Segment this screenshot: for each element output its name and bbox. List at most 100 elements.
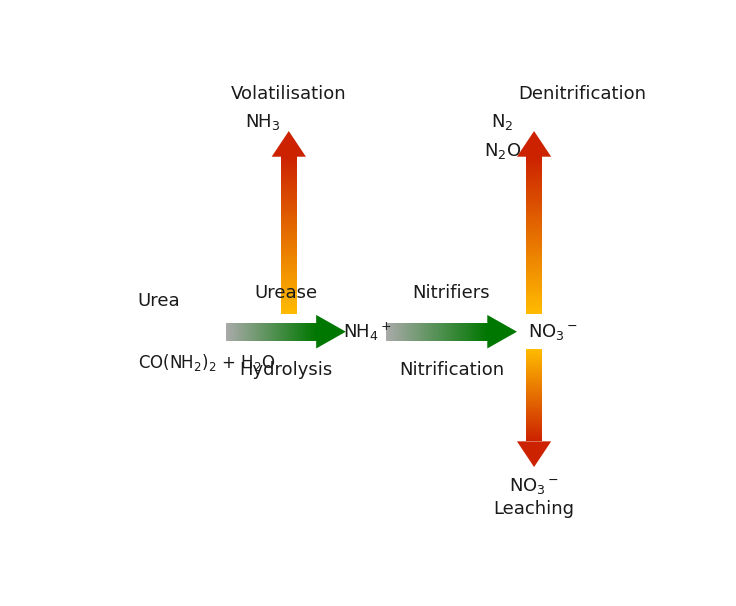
Bar [314, 323, 316, 341]
Bar [281, 251, 297, 252]
Bar [315, 323, 316, 341]
Bar [526, 398, 542, 399]
Bar [294, 323, 295, 341]
Bar [439, 323, 440, 341]
Bar [526, 213, 542, 215]
FancyArrow shape [517, 131, 551, 157]
Bar [313, 323, 314, 341]
Bar [479, 323, 481, 341]
Bar [281, 165, 297, 167]
Text: NO$_3$$^-$: NO$_3$$^-$ [509, 476, 559, 496]
Bar [295, 323, 297, 341]
Text: Urease: Urease [255, 284, 317, 302]
Bar [526, 234, 542, 235]
Bar [281, 227, 297, 229]
Bar [306, 323, 307, 341]
Bar [461, 323, 462, 341]
Bar [526, 241, 542, 242]
Bar [526, 267, 542, 269]
Bar [526, 404, 542, 405]
Bar [272, 323, 274, 341]
Bar [526, 216, 542, 218]
Bar [526, 237, 542, 239]
Bar [526, 298, 542, 299]
Bar [526, 388, 542, 389]
Bar [281, 239, 297, 241]
Bar [289, 323, 290, 341]
Bar [281, 172, 297, 173]
Bar [239, 323, 241, 341]
Bar [301, 323, 302, 341]
Bar [526, 412, 542, 413]
Bar [387, 323, 389, 341]
Bar [242, 323, 244, 341]
Bar [526, 256, 542, 258]
Bar [281, 191, 297, 192]
Bar [274, 323, 275, 341]
Bar [526, 273, 542, 274]
Bar [526, 245, 542, 247]
Bar [526, 231, 542, 232]
Bar [252, 323, 254, 341]
Bar [526, 409, 542, 410]
Bar [266, 323, 267, 341]
Bar [526, 384, 542, 385]
Bar [397, 323, 398, 341]
Bar [526, 381, 542, 382]
Bar [526, 438, 542, 439]
Bar [526, 291, 542, 293]
Bar [247, 323, 248, 341]
Bar [235, 323, 236, 341]
Bar [281, 234, 297, 235]
Bar [413, 323, 414, 341]
Bar [526, 193, 542, 195]
Bar [281, 247, 297, 249]
Bar [526, 233, 542, 235]
Bar [526, 208, 542, 209]
Bar [281, 187, 297, 188]
Bar [388, 323, 389, 341]
Bar [281, 190, 297, 191]
FancyArrow shape [316, 315, 346, 348]
Bar [526, 161, 542, 162]
Bar [526, 270, 542, 271]
Bar [526, 427, 542, 428]
Bar [526, 373, 542, 374]
Bar [281, 288, 297, 290]
Bar [392, 323, 394, 341]
Bar [418, 323, 420, 341]
Bar [281, 299, 297, 301]
Bar [281, 253, 297, 254]
Bar [526, 411, 542, 412]
Bar [526, 428, 542, 430]
Bar [526, 185, 542, 187]
Bar [526, 406, 542, 407]
Bar [526, 306, 542, 308]
Bar [302, 323, 303, 341]
Bar [270, 323, 271, 341]
Bar [526, 383, 542, 384]
Bar [281, 159, 297, 161]
Bar [526, 191, 542, 192]
Bar [299, 323, 300, 341]
Bar [311, 323, 313, 341]
FancyArrow shape [517, 441, 551, 467]
Text: Nitrifiers: Nitrifiers [413, 284, 490, 302]
Bar [431, 323, 432, 341]
Bar [526, 423, 542, 424]
Bar [486, 323, 487, 341]
Bar [526, 202, 542, 204]
Bar [264, 323, 265, 341]
Bar [526, 411, 542, 413]
Bar [526, 172, 542, 173]
Bar [281, 242, 297, 244]
Bar [281, 310, 297, 312]
Bar [308, 323, 310, 341]
Bar [481, 323, 482, 341]
Bar [526, 427, 542, 428]
Bar [526, 210, 542, 211]
Bar [526, 259, 542, 261]
Bar [281, 261, 297, 262]
Bar [417, 323, 418, 341]
Bar [281, 169, 297, 170]
